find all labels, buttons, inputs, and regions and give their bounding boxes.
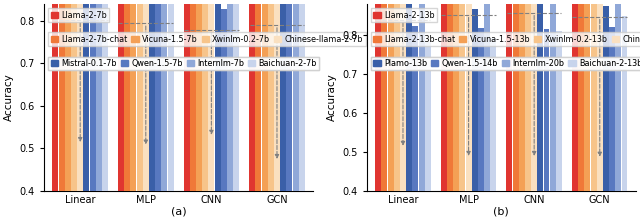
- Bar: [124, 0, 130, 191]
- Bar: [209, 0, 214, 191]
- Bar: [202, 0, 208, 191]
- Bar: [412, 26, 419, 191]
- Bar: [591, 0, 596, 191]
- Y-axis label: Accuracy: Accuracy: [327, 74, 337, 121]
- Bar: [572, 0, 578, 191]
- Bar: [578, 0, 584, 191]
- Bar: [249, 0, 255, 191]
- Bar: [227, 0, 233, 191]
- Bar: [196, 0, 202, 191]
- Bar: [609, 27, 615, 191]
- Bar: [83, 0, 90, 191]
- Bar: [255, 0, 261, 191]
- Bar: [156, 0, 161, 191]
- Bar: [506, 0, 513, 191]
- Bar: [406, 3, 412, 191]
- Bar: [603, 6, 609, 191]
- Bar: [96, 0, 102, 191]
- Bar: [478, 28, 484, 191]
- Bar: [137, 0, 143, 191]
- Bar: [394, 0, 400, 191]
- Bar: [472, 9, 477, 191]
- Bar: [490, 38, 496, 191]
- Bar: [118, 0, 124, 191]
- Bar: [519, 0, 525, 191]
- Bar: [388, 0, 394, 191]
- X-axis label: (a): (a): [171, 207, 186, 217]
- Bar: [131, 0, 136, 191]
- Bar: [59, 0, 65, 191]
- Bar: [190, 0, 196, 191]
- Bar: [531, 0, 537, 191]
- Bar: [90, 0, 95, 191]
- Bar: [233, 0, 239, 191]
- Bar: [292, 0, 298, 191]
- Y-axis label: Accuracy: Accuracy: [4, 74, 14, 121]
- Bar: [102, 0, 108, 191]
- Bar: [149, 0, 155, 191]
- Bar: [299, 0, 305, 191]
- Bar: [52, 0, 58, 191]
- Bar: [262, 0, 268, 191]
- Bar: [621, 16, 627, 191]
- Bar: [513, 0, 518, 191]
- Bar: [441, 0, 447, 191]
- Bar: [584, 0, 590, 191]
- Bar: [453, 0, 459, 191]
- Bar: [77, 0, 83, 191]
- Bar: [616, 4, 621, 191]
- Bar: [447, 0, 453, 191]
- Bar: [214, 0, 221, 191]
- Bar: [400, 0, 406, 191]
- Bar: [419, 0, 424, 191]
- Bar: [280, 0, 286, 191]
- Bar: [597, 0, 603, 191]
- Bar: [381, 0, 387, 191]
- Bar: [143, 0, 148, 191]
- Bar: [484, 3, 490, 191]
- Bar: [556, 30, 562, 191]
- Bar: [466, 0, 472, 191]
- Bar: [274, 0, 280, 191]
- Legend: Plamo-13b, Qwen-1.5-14b, Internlm-20b, Baichuan-2-13b: Plamo-13b, Qwen-1.5-14b, Internlm-20b, B…: [371, 57, 640, 70]
- Bar: [71, 0, 77, 191]
- Bar: [425, 42, 431, 191]
- Bar: [268, 0, 274, 191]
- Bar: [538, 3, 543, 191]
- Bar: [161, 0, 167, 191]
- Bar: [543, 29, 550, 191]
- X-axis label: (b): (b): [493, 207, 509, 217]
- Legend: Mistral-0.1-7b, Qwen-1.5-7b, Internlm-7b, Baichuan-2-7b: Mistral-0.1-7b, Qwen-1.5-7b, Internlm-7b…: [48, 57, 319, 70]
- Bar: [168, 0, 173, 191]
- Bar: [375, 0, 381, 191]
- Bar: [184, 0, 189, 191]
- Bar: [460, 0, 465, 191]
- Bar: [550, 3, 556, 191]
- Bar: [65, 0, 71, 191]
- Bar: [525, 0, 531, 191]
- Bar: [287, 0, 292, 191]
- Bar: [221, 9, 227, 191]
